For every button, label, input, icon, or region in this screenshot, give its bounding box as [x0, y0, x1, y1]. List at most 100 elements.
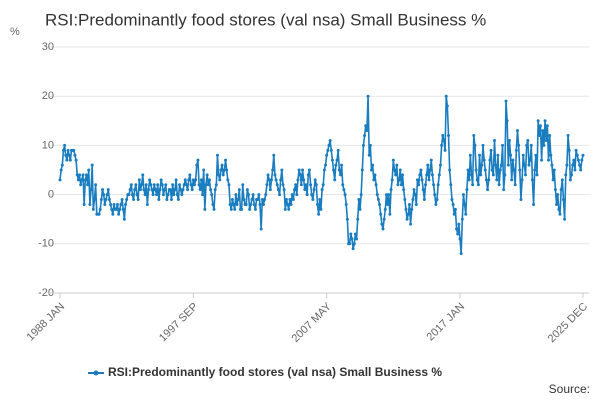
point [301, 168, 305, 172]
point [407, 202, 411, 206]
point [367, 153, 371, 157]
point [515, 129, 519, 133]
point [259, 227, 263, 231]
point [482, 158, 486, 162]
point [302, 178, 306, 182]
point [135, 193, 139, 197]
point [424, 183, 428, 187]
point [476, 183, 480, 187]
point [112, 202, 116, 206]
point [396, 183, 400, 187]
point [86, 183, 90, 187]
point [249, 202, 253, 206]
point [306, 173, 310, 177]
point [459, 252, 463, 256]
point [109, 202, 113, 206]
point [281, 183, 285, 187]
point [398, 168, 402, 172]
point [376, 198, 380, 202]
point [163, 188, 167, 192]
x-tick-label: 2017 JAN [425, 301, 468, 344]
y-tick-label: 30 [42, 41, 54, 53]
point [486, 188, 490, 192]
point [175, 193, 179, 197]
point [425, 173, 429, 177]
point [526, 138, 530, 142]
point [471, 183, 475, 187]
point [226, 178, 230, 182]
point [390, 178, 394, 182]
point [559, 188, 563, 192]
point [329, 148, 333, 152]
point [421, 188, 425, 192]
point [388, 212, 392, 216]
point [145, 202, 149, 206]
point [361, 143, 365, 147]
legend-label: RSI:Predominantly food stores (val nsa) … [108, 365, 442, 379]
point [512, 168, 516, 172]
point [492, 138, 496, 142]
point [103, 202, 107, 206]
point [581, 153, 585, 157]
point [405, 217, 409, 221]
point [457, 222, 461, 226]
point [286, 202, 290, 206]
point [101, 188, 105, 192]
point [130, 193, 134, 197]
point [88, 202, 92, 206]
point [141, 173, 145, 177]
x-tick-label: 2007 MAY [290, 300, 335, 345]
point [284, 198, 288, 202]
point [449, 183, 453, 187]
point [166, 193, 170, 197]
point [134, 183, 138, 187]
point [353, 232, 357, 236]
point [575, 153, 579, 157]
point [344, 202, 348, 206]
point [219, 168, 223, 172]
point [565, 163, 569, 167]
point [319, 207, 323, 211]
point [90, 163, 94, 167]
point [63, 143, 67, 147]
point [378, 202, 382, 206]
y-tick-label: -20 [38, 287, 54, 299]
point [498, 168, 502, 172]
point [561, 198, 565, 202]
point [330, 158, 334, 162]
point [461, 193, 465, 197]
point [402, 188, 406, 192]
point [121, 207, 125, 211]
point [338, 173, 342, 177]
point [186, 188, 190, 192]
point [395, 163, 399, 167]
legend-marker [93, 370, 99, 376]
point [296, 178, 300, 182]
point [496, 153, 500, 157]
point [206, 183, 210, 187]
point [129, 183, 133, 187]
point [360, 168, 364, 172]
point [397, 178, 401, 182]
point [576, 158, 580, 162]
point [149, 183, 153, 187]
point [283, 207, 287, 211]
point [544, 138, 548, 142]
point [558, 212, 562, 216]
point [470, 173, 474, 177]
point [190, 188, 194, 192]
point [201, 193, 205, 197]
y-tick-label: 10 [42, 139, 54, 151]
point [472, 134, 476, 138]
point [349, 232, 353, 236]
point [371, 163, 375, 167]
point [297, 168, 301, 172]
point [535, 173, 539, 177]
series-line [59, 96, 584, 254]
point [189, 183, 193, 187]
point [225, 168, 229, 172]
point [456, 232, 460, 236]
point [359, 193, 363, 197]
point [261, 202, 265, 206]
point [420, 178, 424, 182]
